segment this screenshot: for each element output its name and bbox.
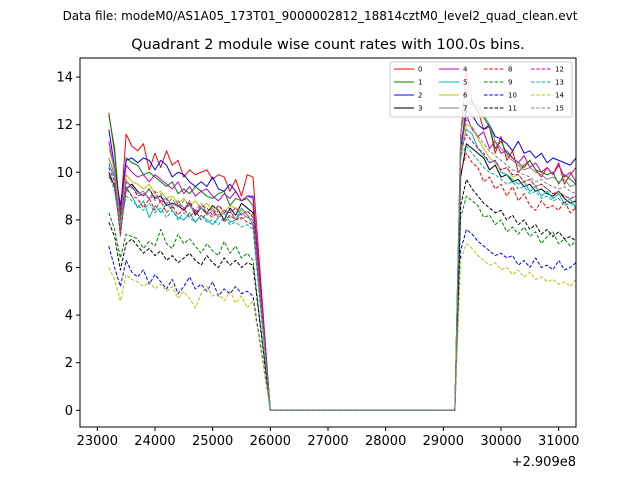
x-tick-label: 31000 [538, 434, 579, 449]
x-tick-label: 26000 [250, 434, 291, 449]
y-tick-label: 6 [65, 261, 73, 276]
legend-label-3: 3 [418, 105, 422, 113]
y-tick-label: 14 [56, 71, 73, 86]
y-axis: 0 2 4 6 8 10 12 14 [56, 71, 80, 419]
x-tick-label: 28000 [365, 434, 406, 449]
x-tick-label: 23000 [77, 434, 118, 449]
x-tick-label: 29000 [423, 434, 464, 449]
legend-label-14: 14 [555, 92, 564, 100]
y-tick-label: 2 [65, 356, 73, 371]
x-tick-label: 27000 [307, 434, 348, 449]
y-tick-label: 10 [56, 166, 73, 181]
legend-label-5: 5 [463, 79, 467, 87]
chart-title: Quadrant 2 module wise count rates with … [131, 37, 525, 53]
series-line-15 [108, 119, 576, 411]
legend-label-6: 6 [463, 92, 468, 100]
legend-label-8: 8 [508, 66, 512, 74]
legend-label-11: 11 [508, 105, 517, 113]
series-line-11 [108, 178, 576, 411]
x-axis: 23000 24000 25000 26000 27000 28000 29000 30000… [77, 427, 579, 449]
legend-label-0: 0 [418, 66, 422, 74]
series-line-14 [108, 243, 576, 411]
series-layer [108, 71, 576, 411]
x-tick-label: 25000 [192, 434, 233, 449]
y-tick-label: 0 [65, 404, 73, 419]
y-tick-label: 4 [65, 309, 73, 324]
legend-label-12: 12 [555, 66, 564, 74]
legend-frame [389, 61, 573, 118]
legend-label-13: 13 [555, 79, 564, 87]
legend-label-1: 1 [418, 79, 422, 87]
legend-label-10: 10 [508, 92, 517, 100]
legend-label-4: 4 [463, 66, 468, 74]
legend-label-7: 7 [463, 105, 467, 113]
legend-label-15: 15 [555, 105, 564, 113]
legend-label-2: 2 [418, 92, 422, 100]
x-axis-offset-label: +2.909e8 [512, 455, 576, 470]
figure-suptitle: Data file: modeM0/AS1A05_173T01_90000028… [63, 9, 578, 23]
x-tick-label: 24000 [134, 434, 175, 449]
y-tick-label: 12 [56, 118, 73, 133]
legend-label-9: 9 [508, 79, 512, 87]
y-tick-label: 8 [65, 213, 73, 228]
x-tick-label: 30000 [480, 434, 521, 449]
